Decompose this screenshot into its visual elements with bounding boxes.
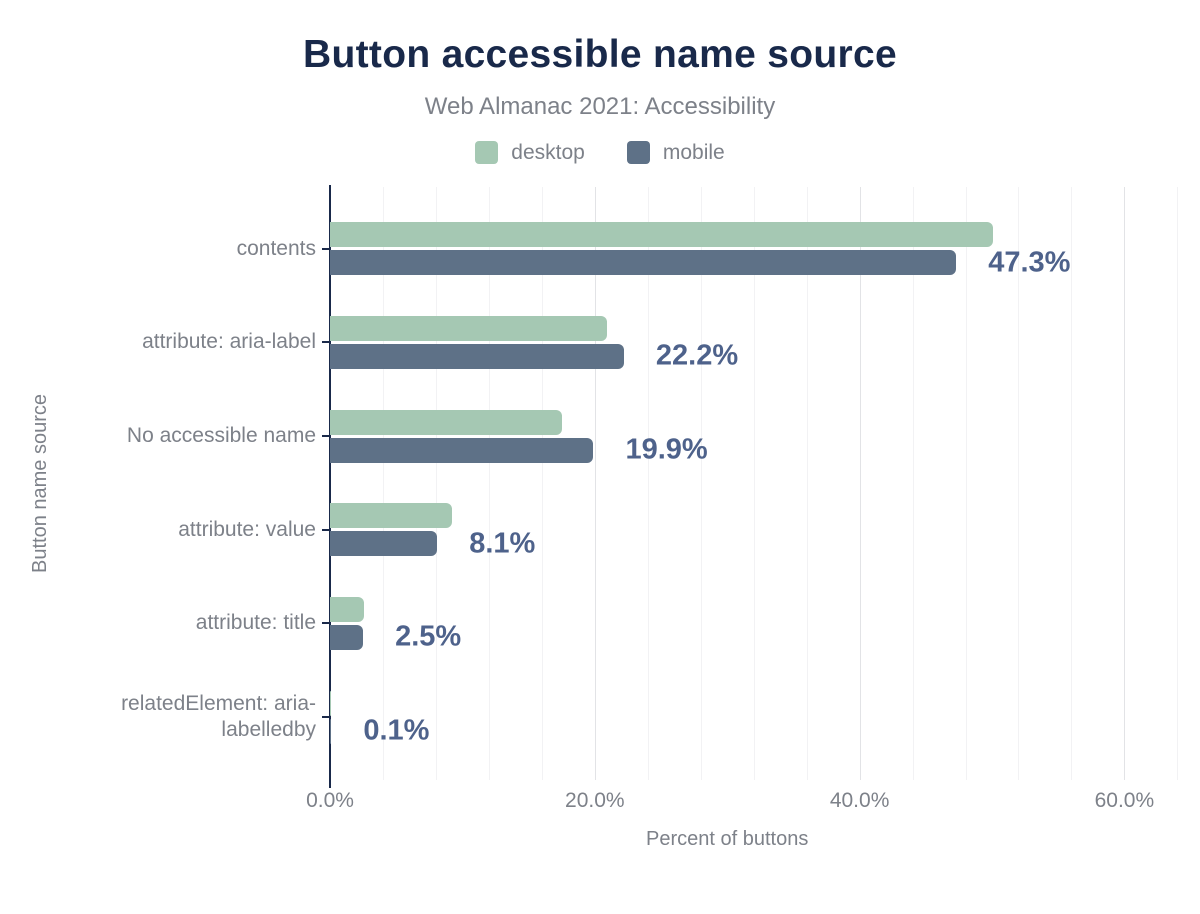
category-label: attribute: aria-label bbox=[142, 330, 316, 354]
legend-label-mobile: mobile bbox=[662, 140, 725, 164]
gridline bbox=[541, 186, 543, 780]
desktop-bar bbox=[330, 222, 994, 248]
desktop-bar bbox=[330, 315, 607, 341]
gridline bbox=[647, 186, 649, 780]
category-tick bbox=[322, 341, 329, 344]
plot-area: 47.3% 22.2% 19.9% 8.1% 2.5% 0.1% bbox=[322, 184, 1180, 788]
value-label: 47.3% bbox=[988, 246, 1071, 279]
mobile-bar: 0.1% bbox=[330, 715, 429, 747]
category-label: relatedElement: aria-labelledby bbox=[121, 691, 316, 742]
x-axis-title: Percent of buttons bbox=[646, 827, 809, 850]
gridline bbox=[1018, 186, 1020, 780]
plot-region: Button name source contents attribute: ar… bbox=[0, 184, 1200, 788]
gridline bbox=[859, 186, 861, 780]
desktop-bar bbox=[330, 503, 452, 529]
gridline bbox=[965, 186, 967, 780]
gridline bbox=[1071, 186, 1073, 780]
category-tick bbox=[322, 716, 329, 719]
gridline bbox=[435, 186, 437, 780]
value-label: 19.9% bbox=[625, 433, 708, 466]
category-tick bbox=[322, 528, 329, 531]
bar-row: 2.5% bbox=[330, 577, 1180, 671]
x-tick-label: 20.0% bbox=[565, 788, 625, 812]
bar-row: 19.9% bbox=[330, 389, 1180, 483]
chart-subtitle: Web Almanac 2021: Accessibility bbox=[424, 92, 776, 120]
bar-row: 0.1% bbox=[330, 670, 1180, 764]
legend: desktop mobile bbox=[0, 141, 1200, 165]
mobile-bar: 8.1% bbox=[330, 527, 535, 559]
legend-swatch-mobile bbox=[626, 141, 650, 165]
category-labels-column: contents attribute: aria-label No accessib… bbox=[80, 187, 330, 780]
mobile-bar: 47.3% bbox=[330, 246, 1070, 278]
category-tick bbox=[322, 435, 329, 438]
x-tick-label: 40.0% bbox=[829, 788, 890, 812]
category-label: contents bbox=[236, 236, 316, 260]
value-label: 2.5% bbox=[395, 620, 462, 653]
legend-swatch-desktop bbox=[475, 141, 499, 165]
value-label: 22.2% bbox=[655, 339, 739, 372]
desktop-bar bbox=[330, 596, 365, 622]
gridline bbox=[912, 186, 914, 780]
bar-rows: 47.3% 22.2% 19.9% 8.1% 2.5% 0.1% bbox=[330, 187, 1180, 780]
desktop-bar bbox=[330, 690, 332, 716]
gridline bbox=[753, 186, 755, 780]
y-axis-title-container: Button name source bbox=[0, 187, 80, 780]
category-label: attribute: title bbox=[195, 611, 316, 635]
gridline bbox=[1177, 186, 1179, 780]
gridline bbox=[700, 186, 702, 780]
value-label: 8.1% bbox=[469, 527, 536, 560]
category-label: attribute: value bbox=[178, 517, 316, 541]
gridline bbox=[1124, 186, 1126, 780]
category-tick bbox=[322, 247, 329, 250]
mobile-bar: 19.9% bbox=[330, 434, 708, 466]
mobile-bar: 2.5% bbox=[330, 621, 461, 653]
value-label: 0.1% bbox=[363, 714, 430, 747]
bar-row: 22.2% bbox=[330, 296, 1180, 390]
gridline bbox=[594, 186, 596, 780]
y-axis-line bbox=[329, 184, 331, 788]
x-axis: 0.0% 20.0% 40.0% 60.0% bbox=[306, 780, 1180, 814]
x-tick-label: 60.0% bbox=[1094, 788, 1155, 812]
category-tick bbox=[322, 622, 329, 625]
legend-item-desktop: desktop bbox=[475, 141, 585, 165]
x-axis-title-row: Percent of buttons bbox=[330, 814, 1180, 854]
y-axis-title: Button name source bbox=[28, 393, 51, 573]
legend-label-desktop: desktop bbox=[511, 140, 585, 164]
chart-title: Button accessible name source bbox=[303, 33, 897, 76]
gridline bbox=[806, 186, 808, 780]
legend-item-mobile: mobile bbox=[626, 140, 725, 165]
gridline bbox=[488, 186, 490, 780]
x-tick-label: 0.0% bbox=[306, 788, 354, 812]
bar-row: 8.1% bbox=[330, 483, 1180, 577]
gridline bbox=[382, 186, 384, 780]
mobile-bar: 22.2% bbox=[330, 340, 738, 372]
desktop-bar bbox=[330, 409, 562, 435]
category-label: No accessible name bbox=[126, 423, 316, 447]
bar-row: 47.3% bbox=[330, 202, 1180, 296]
